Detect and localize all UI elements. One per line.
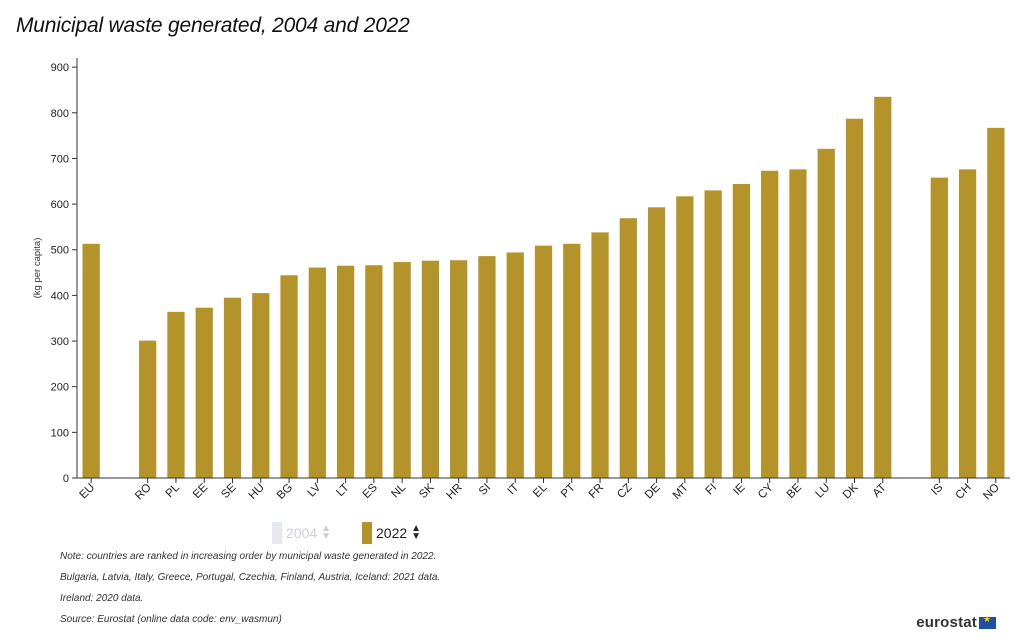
x-tick-label-LT: LT: [334, 482, 351, 499]
bar-PL: [167, 311, 185, 478]
y-tick-label: 700: [51, 153, 69, 165]
x-tick-label-ES: ES: [361, 481, 381, 501]
y-axis: 0 100 200 300 400 500 600 700 800 900: [51, 58, 78, 485]
x-tick-label-SI: SI: [477, 482, 493, 498]
y-tick-label: 800: [51, 108, 69, 120]
legend-label-2022: 2022: [376, 525, 408, 541]
bar-SK: [421, 260, 440, 478]
legend-swatch-2004: [272, 522, 282, 544]
bar-HR: [450, 260, 468, 478]
eu-flag-icon: [979, 614, 996, 629]
y-tick-label: 600: [51, 199, 69, 211]
note-2021-data: Bulgaria, Latvia, Italy, Greece, Portuga…: [60, 572, 441, 583]
notes: Note: countries are ranked in increasing…: [60, 550, 440, 634]
x-tick-label-AT: AT: [871, 482, 889, 500]
bar-CZ: [619, 218, 637, 478]
bar-EU: [82, 243, 100, 478]
y-tick-label: 400: [51, 290, 69, 302]
note-ranking: Note: countries are ranked in increasing…: [60, 551, 437, 562]
bar-PT: [563, 243, 581, 478]
y-tick-label: 0: [63, 473, 69, 485]
x-tick-label-IT: IT: [506, 482, 522, 498]
bar-MT: [676, 196, 694, 478]
bar-SI: [478, 256, 496, 478]
x-tick-label-BG: BG: [275, 482, 295, 502]
legend-item-2004[interactable]: 2004 ▲ ▼: [272, 521, 331, 545]
x-tick-label-SE: SE: [219, 481, 239, 501]
x-tick-label-LV: LV: [306, 481, 324, 499]
bar-DK: [845, 118, 864, 478]
bar-LU: [817, 148, 835, 478]
bar-DE: [647, 207, 666, 479]
legend-swatch-2022: [362, 522, 372, 544]
x-tick-label-PT: PT: [559, 482, 578, 501]
legend-item-2022[interactable]: 2022 ▲ ▼: [362, 521, 421, 545]
bar-HU: [252, 293, 270, 478]
chart-title: Municipal waste generated, 2004 and 2022: [16, 14, 410, 37]
bar-SE: [223, 297, 242, 478]
x-tick-label-EL: EL: [531, 481, 550, 500]
y-tick-label: 200: [51, 382, 69, 394]
x-tick-label-DK: DK: [841, 481, 861, 501]
bar-EE: [195, 307, 213, 478]
x-tick-label-MT: MT: [671, 482, 691, 502]
bar-IS: [930, 177, 948, 478]
x-tick-label-NO: NO: [981, 482, 1002, 503]
x-tick-label-CY: CY: [756, 481, 776, 501]
bar-ES: [365, 265, 383, 478]
sort-icon[interactable]: ▲ ▼: [321, 523, 332, 542]
x-tick-label-DE: DE: [643, 481, 663, 501]
legend-label-2004: 2004: [286, 525, 318, 541]
x-tick-label-IS: IS: [929, 481, 945, 497]
sort-icon[interactable]: ▲ ▼: [411, 523, 422, 542]
bar-IT: [506, 252, 524, 478]
note-source: Source: Eurostat (online data code: env_…: [60, 614, 282, 625]
x-tick-label-LU: LU: [813, 482, 832, 501]
legend: 2004 ▲ ▼ 2022 ▲ ▼: [0, 521, 1024, 545]
y-tick-label: 500: [51, 245, 69, 257]
logo-text: eurostat: [916, 614, 977, 631]
bars: [82, 96, 1005, 479]
bar-chart: 0 100 200 300 400 500 600 700 800 900 EU RO PL EE SE H…: [32, 58, 1010, 503]
y-tick-label: 300: [51, 336, 69, 348]
bar-FI: [704, 190, 722, 479]
bar-EL: [534, 245, 553, 478]
bar-AT: [874, 96, 892, 478]
x-tick-label-HR: HR: [445, 482, 465, 502]
x-tick-label-NL: NL: [389, 481, 408, 500]
y-tick-label: 900: [51, 62, 69, 74]
x-tick-label-EU: EU: [77, 482, 97, 502]
bar-LT: [336, 265, 355, 478]
bar-NO: [987, 127, 1005, 478]
x-tick-label-HU: HU: [247, 482, 267, 502]
bar-CH: [958, 169, 977, 479]
y-axis-label: (kg per capita): [32, 238, 43, 299]
x-tick-label-FI: FI: [704, 482, 720, 498]
bar-BE: [789, 169, 807, 479]
eurostat-logo[interactable]: eurostat: [916, 614, 996, 631]
x-tick-label-BE: BE: [785, 481, 805, 501]
bar-IE: [732, 184, 751, 478]
x-tick-label-CH: CH: [953, 482, 973, 502]
x-tick-label-RO: RO: [133, 482, 154, 503]
x-axis: EU RO PL EE SE HU BG LV LT ES NL SK HR SI IT EL PT FR CZ DE…: [77, 477, 1010, 503]
bar-FR: [591, 232, 609, 478]
bar-BG: [280, 275, 298, 478]
x-tick-label-IE: IE: [731, 481, 747, 497]
bar-LV: [308, 267, 326, 478]
bar-NL: [393, 262, 411, 478]
bar-CY: [761, 170, 779, 478]
bar-RO: [139, 340, 157, 478]
x-tick-label-FR: FR: [587, 482, 606, 501]
y-tick-label: 100: [51, 427, 69, 439]
x-tick-label-CZ: CZ: [615, 482, 634, 501]
x-tick-label-PL: PL: [164, 481, 183, 500]
x-tick-label-SK: SK: [417, 481, 437, 501]
note-2020-data: Ireland: 2020 data.: [60, 593, 144, 604]
x-tick-label-EE: EE: [191, 481, 211, 501]
